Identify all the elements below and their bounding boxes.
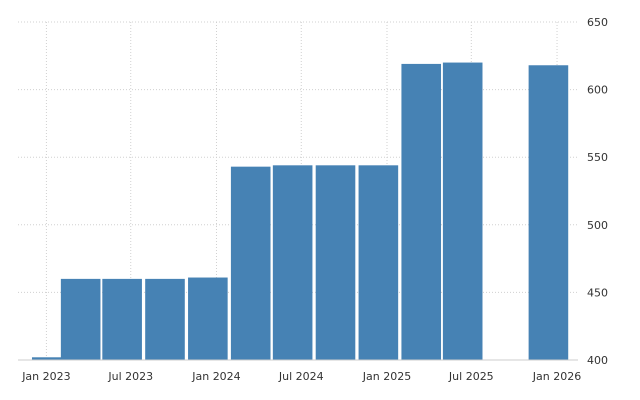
x-tick-label: Jan 2026 <box>532 370 581 383</box>
bar-layer <box>31 62 569 361</box>
y-tick-label: 450 <box>587 286 608 299</box>
y-tick-label: 600 <box>587 84 608 97</box>
bar-nov-2025[interactable] <box>528 65 569 360</box>
bar-aug-2023[interactable] <box>145 278 185 360</box>
x-tick-label: Jan 2023 <box>21 370 70 383</box>
bar-nov-2023[interactable] <box>188 277 228 360</box>
bar-may-2023[interactable] <box>102 278 142 360</box>
bar-may-2025[interactable] <box>442 62 483 361</box>
bar-feb-2023[interactable] <box>60 278 101 360</box>
y-tick-label: 650 <box>587 16 608 29</box>
x-axis-ticks: Jan 2023 Jul 2023 Jan 2024 Jul 2024 Jan 2025… <box>21 370 581 383</box>
y-tick-label: 500 <box>587 219 608 232</box>
y-tick-label: 400 <box>587 354 608 367</box>
x-tick-label: Jan 2024 <box>191 370 240 383</box>
x-tick-label: Jul 2023 <box>107 370 153 383</box>
bar-nov-2024[interactable] <box>358 165 399 360</box>
bar-feb-2025[interactable] <box>401 63 442 361</box>
bar-feb-2024[interactable] <box>230 166 271 360</box>
bar-aug-2024[interactable] <box>315 165 356 360</box>
y-tick-label: 550 <box>587 151 608 164</box>
bar-may-2024[interactable] <box>272 165 313 360</box>
x-tick-label: Jul 2024 <box>278 370 324 383</box>
x-tick-label: Jul 2025 <box>448 370 494 383</box>
bar-dec-2022[interactable] <box>31 357 72 360</box>
x-tick-label: Jan 2025 <box>362 370 411 383</box>
y-axis-ticks: 400 450 500 550 600 650 <box>587 16 608 367</box>
